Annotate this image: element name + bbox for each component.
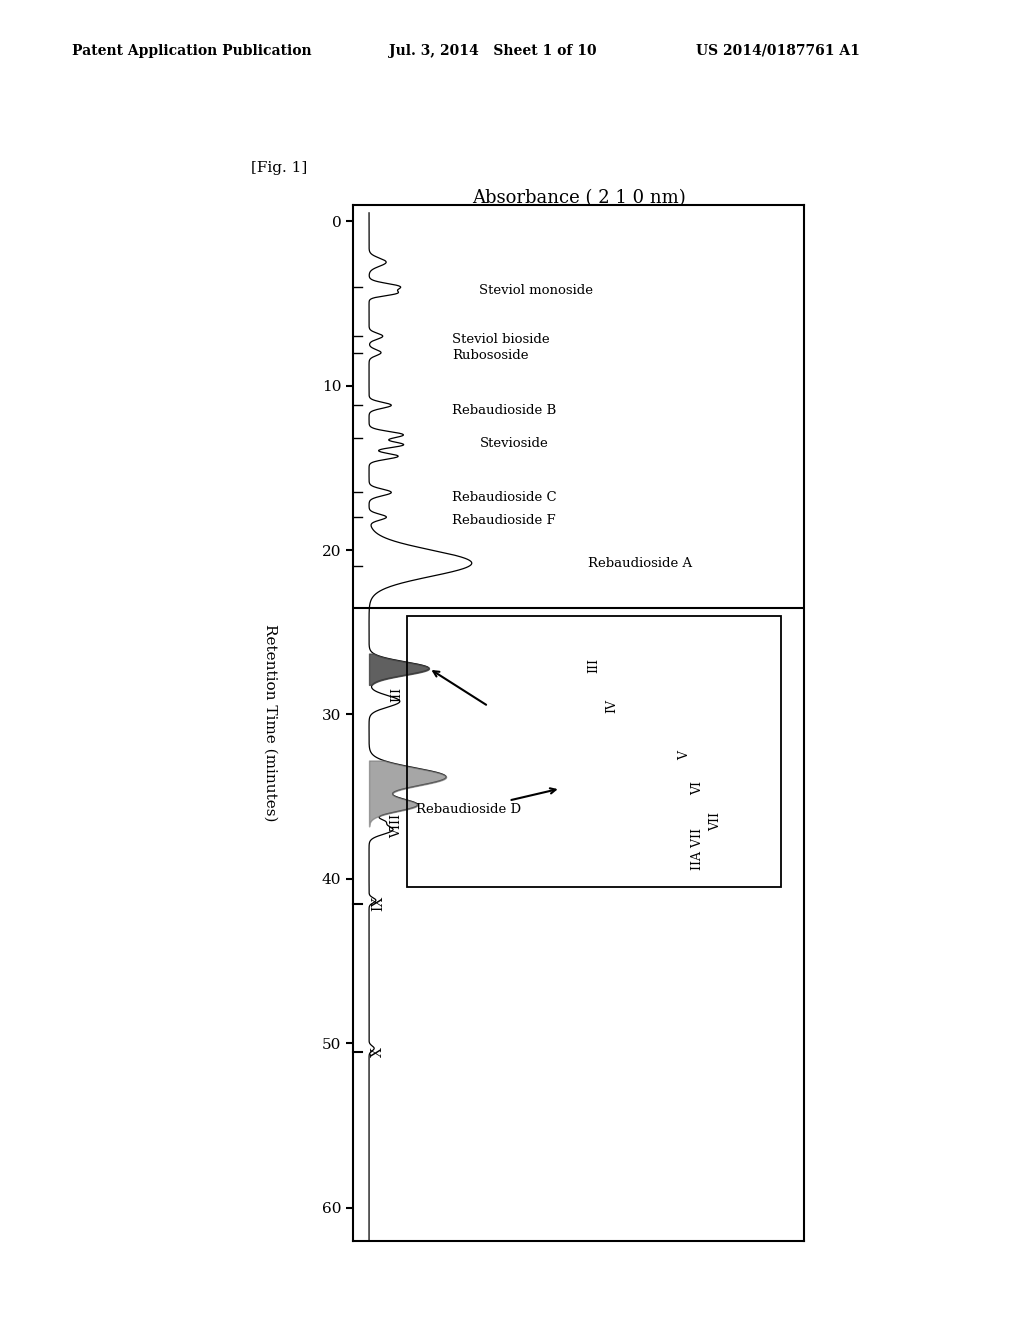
Text: Steviol bioside: Steviol bioside <box>453 333 550 346</box>
Text: Rebaudioside D: Rebaudioside D <box>417 788 556 816</box>
Text: Rubososide: Rubososide <box>453 350 529 363</box>
Text: IIA VII: IIA VII <box>691 829 705 870</box>
Text: Rebaudioside C: Rebaudioside C <box>453 491 557 504</box>
Text: Rebaudioside F: Rebaudioside F <box>453 513 556 527</box>
Text: Rebaudioside A: Rebaudioside A <box>588 557 691 570</box>
Text: US 2014/0187761 A1: US 2014/0187761 A1 <box>696 44 860 58</box>
Text: [Fig. 1]: [Fig. 1] <box>251 161 307 176</box>
Text: VII: VII <box>710 812 722 830</box>
Text: IX: IX <box>372 896 385 911</box>
Text: VI: VI <box>691 781 705 796</box>
Text: Rebaudioside B: Rebaudioside B <box>453 404 557 417</box>
Text: Patent Application Publication: Patent Application Publication <box>72 44 311 58</box>
Text: Absorbance ( 2 1 0 nm): Absorbance ( 2 1 0 nm) <box>472 189 685 207</box>
Text: VIII: VIII <box>390 814 402 838</box>
Text: X: X <box>372 1047 385 1056</box>
Y-axis label: Retention Time (minutes): Retention Time (minutes) <box>263 624 278 821</box>
Text: Steviol monoside: Steviol monoside <box>479 284 594 297</box>
Text: III: III <box>588 657 600 673</box>
Text: IV: IV <box>605 700 618 713</box>
Text: Jul. 3, 2014   Sheet 1 of 10: Jul. 3, 2014 Sheet 1 of 10 <box>389 44 597 58</box>
Text: V: V <box>678 751 690 760</box>
Text: Stevioside: Stevioside <box>479 437 548 450</box>
Text: III: III <box>390 688 402 702</box>
